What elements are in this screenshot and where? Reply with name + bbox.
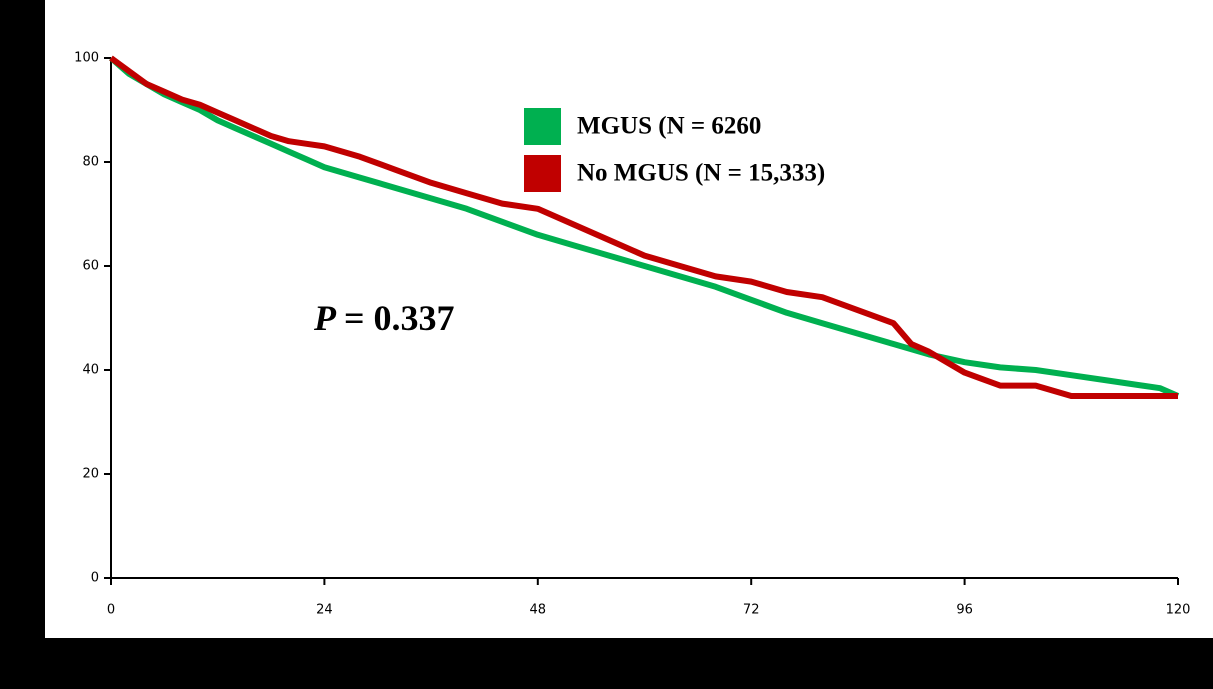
x-tick-label: 0 bbox=[107, 603, 115, 618]
x-tick-label: 120 bbox=[1166, 603, 1191, 618]
survival-curve bbox=[109, 55, 1180, 399]
y-tick-label: 40 bbox=[82, 363, 99, 378]
annotation: P = 0.337 bbox=[313, 298, 455, 338]
legend-swatch bbox=[524, 108, 561, 145]
y-tick-label: 60 bbox=[82, 259, 99, 274]
plot-background bbox=[45, 0, 1213, 638]
x-tick-label: 96 bbox=[956, 603, 973, 618]
legend-swatch bbox=[524, 155, 561, 192]
legend-label: No MGUS (N = 15,333) bbox=[577, 160, 825, 187]
x-tick-label: 24 bbox=[316, 603, 333, 618]
y-tick-label: 0 bbox=[91, 571, 99, 586]
x-tick-label: 48 bbox=[530, 603, 547, 618]
annotation-text: = 0.337 bbox=[344, 298, 455, 338]
y-tick-label: 100 bbox=[74, 51, 99, 66]
legend-label: MGUS (N = 6260 bbox=[577, 113, 761, 140]
annotation-variable: P bbox=[313, 298, 337, 338]
x-tick-label: 72 bbox=[743, 603, 760, 618]
y-tick-label: 20 bbox=[82, 467, 99, 482]
survival-curve bbox=[109, 55, 1178, 399]
y-tick-label: 80 bbox=[82, 155, 99, 170]
